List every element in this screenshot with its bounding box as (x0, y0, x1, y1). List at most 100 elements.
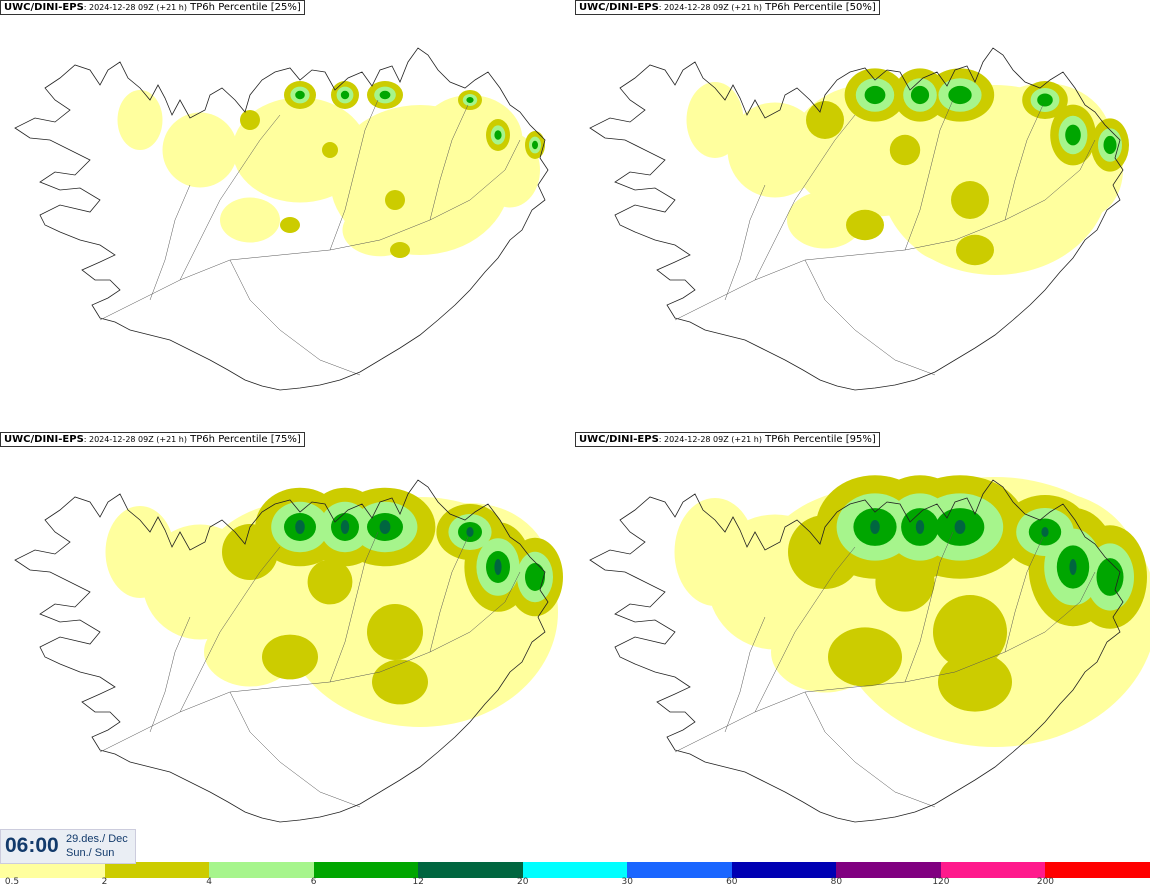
precip-contour-deep (466, 527, 474, 537)
date-line: 29.des./ Dec (66, 833, 128, 845)
precip-contour-dark (525, 563, 545, 591)
precip-contour-deep (494, 559, 502, 575)
precip-contour-dark (340, 90, 350, 100)
coastline (14, 479, 549, 823)
colorbar-tick-label: 6 (310, 877, 317, 887)
valid-time-box: 06:00 29.des./ Dec Sun./ Sun (0, 829, 136, 864)
road-line (804, 691, 936, 808)
map-panel-p25: UWC/DINI-EPS: 2024-12-28 09Z (+21 h) TP6… (0, 0, 575, 430)
colorbar-tick-label: 30 (621, 877, 633, 887)
map-panel-p75: UWC/DINI-EPS: 2024-12-28 09Z (+21 h) TP6… (0, 432, 575, 862)
precip-contour-light (674, 498, 756, 606)
coastline (589, 47, 1124, 391)
colorbar-tick-label: 4 (206, 877, 212, 887)
precip-contour-dark (1096, 558, 1124, 596)
road-line (724, 184, 766, 301)
coastline (589, 479, 1124, 823)
road-line (179, 546, 281, 713)
precip-colorbar (0, 862, 1150, 878)
precip-contour-deep (870, 520, 880, 534)
road-line (754, 546, 856, 713)
precip-contour-light (162, 112, 238, 188)
precip-contour-deep (379, 520, 391, 534)
road-line (179, 114, 281, 281)
road-line (229, 259, 361, 376)
valid-time-clock: 06:00 (5, 834, 59, 857)
precip-contour-mid (322, 142, 338, 158)
precip-contour-dark (910, 85, 930, 105)
coastline (14, 47, 549, 391)
colorbar-tick-label: 12 (412, 877, 424, 887)
road-line (1004, 104, 1044, 221)
precip-contour-mid (806, 101, 844, 139)
precip-contour-mid (262, 634, 318, 680)
precip-contour-dark (379, 90, 391, 100)
precip-contour-dark (295, 90, 305, 100)
precip-contour-light (727, 102, 823, 198)
colorbar-tick-label: 80 (830, 877, 843, 887)
colorbar-segment (104, 862, 210, 878)
colorbar-tick-label: 20 (516, 877, 529, 887)
precip-contour-mid (889, 134, 921, 166)
precip-map (14, 479, 563, 823)
colorbar-segment (1045, 862, 1150, 878)
colorbar-segment (940, 862, 1046, 878)
precip-contour-light (686, 82, 744, 158)
precip-contour-light (117, 90, 163, 150)
precip-contour-light (220, 197, 280, 243)
precip-contour-deep (915, 520, 925, 534)
colorbar-segment (313, 862, 419, 878)
precip-contour-light (105, 506, 175, 598)
precip-contour-light (787, 191, 863, 249)
road-line (904, 531, 954, 683)
colorbar-tick-label: 2 (101, 877, 108, 887)
precip-contour-mid (933, 595, 1007, 669)
road-line (329, 531, 379, 683)
road-line (149, 616, 191, 733)
precip-contour-deep (1069, 559, 1077, 575)
road-line (149, 184, 191, 301)
precip-contour-mid (956, 234, 994, 266)
precip-map (589, 47, 1129, 391)
precip-contour-mid (938, 652, 1012, 712)
precip-map (589, 475, 1150, 823)
precip-contour-dark (532, 140, 538, 150)
precip-map (14, 47, 549, 391)
precip-contour-dark (494, 130, 502, 140)
road-line (904, 99, 954, 251)
precip-contour-mid (307, 559, 353, 605)
day-line: Sun./ Sun (66, 847, 115, 859)
precip-contour-deep (295, 520, 305, 534)
precip-contour-mid (367, 604, 423, 660)
road-line (329, 99, 379, 251)
precip-contour-dark (466, 97, 474, 103)
panel-title: UWC/DINI-EPS: 2024-12-28 09Z (+21 h) TP6… (0, 0, 305, 15)
colorbar-segment (209, 862, 314, 878)
road-line (429, 104, 469, 221)
road-line (754, 114, 856, 281)
colorbar-segment (522, 862, 628, 878)
colorbar-segment (731, 862, 837, 878)
precip-contour-mid (390, 242, 410, 258)
precip-contour-mid (372, 659, 428, 705)
road-line (429, 536, 469, 653)
colorbar-tick-label: 60 (726, 877, 738, 887)
valid-time-date: 29.des./ Dec Sun./ Sun (66, 832, 128, 860)
map-panel-p50: UWC/DINI-EPS: 2024-12-28 09Z (+21 h) TP6… (575, 0, 1150, 430)
precip-contour-mid (240, 110, 260, 130)
precip-contour-deep (1041, 527, 1049, 537)
road-line (1004, 536, 1044, 653)
precip-contour-deep (954, 520, 966, 534)
precip-contour-light (232, 97, 368, 203)
road-line (804, 259, 936, 376)
precip-contour-light (480, 132, 540, 208)
precip-contour-dark (864, 85, 886, 105)
precip-contour-dark (948, 85, 972, 105)
colorbar-segment (0, 862, 105, 878)
precip-contour-mid (875, 552, 935, 612)
precip-contour-mid (280, 217, 300, 233)
colorbar-segment (418, 862, 523, 878)
precip-contour-mid (846, 209, 884, 241)
panel-title: UWC/DINI-EPS: 2024-12-28 09Z (+21 h) TP6… (0, 432, 305, 447)
precip-contour-mid (951, 181, 989, 219)
